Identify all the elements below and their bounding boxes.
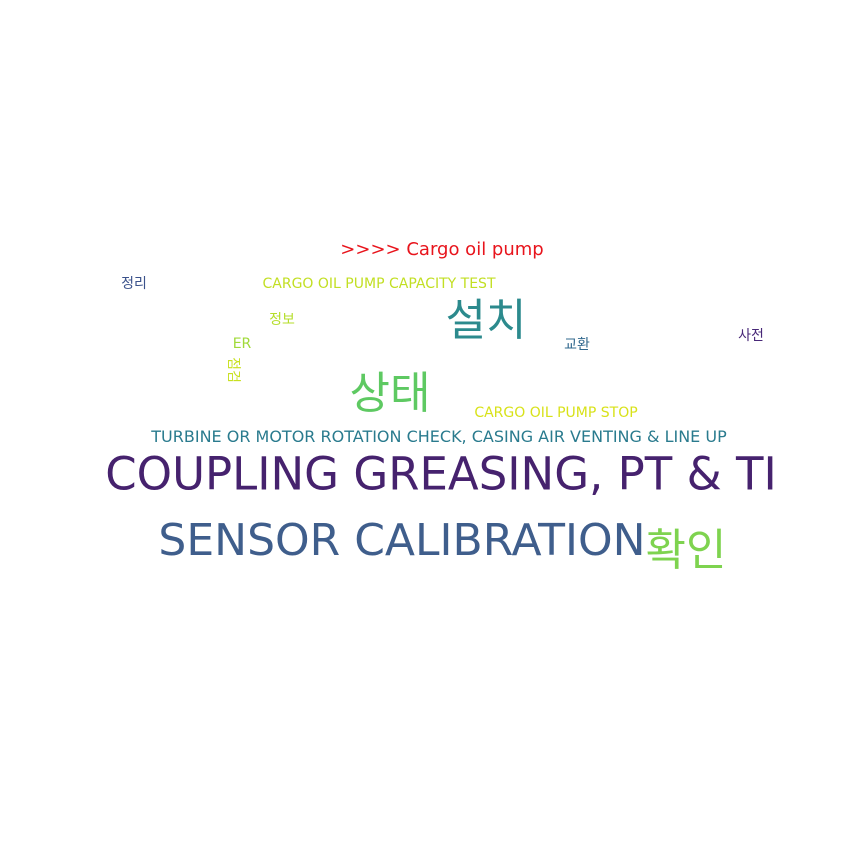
word-pump-stop: CARGO OIL PUMP STOP <box>474 405 638 421</box>
word-jeongbo: 정보 <box>269 312 295 328</box>
word-er: ER <box>232 336 252 352</box>
title-text: Cargo oil pump <box>406 239 544 260</box>
word-jeongri: 정리 <box>121 276 147 292</box>
word-sangtae: 상태 <box>349 368 431 419</box>
word-capacity-test: CARGO OIL PUMP CAPACITY TEST <box>262 276 496 292</box>
word-coupling-greasing: COUPLING GREASING, PT & TI <box>105 447 777 501</box>
title-arrows: >>>> <box>340 239 401 260</box>
word-sajeon: 사전 <box>738 328 764 344</box>
word-cloud-title: >>>> Cargo oil pump <box>340 241 543 259</box>
word-jeomgeom: 점검 <box>225 357 241 383</box>
word-hwagin: 확인 <box>645 525 727 576</box>
word-sensor-calibration: SENSOR CALIBRATION <box>158 515 646 566</box>
word-gyohwan: 교환 <box>564 337 590 353</box>
word-turbine-check: TURBINE OR MOTOR ROTATION CHECK, CASING … <box>151 427 727 446</box>
word-seolchi: 설치 <box>445 295 527 346</box>
